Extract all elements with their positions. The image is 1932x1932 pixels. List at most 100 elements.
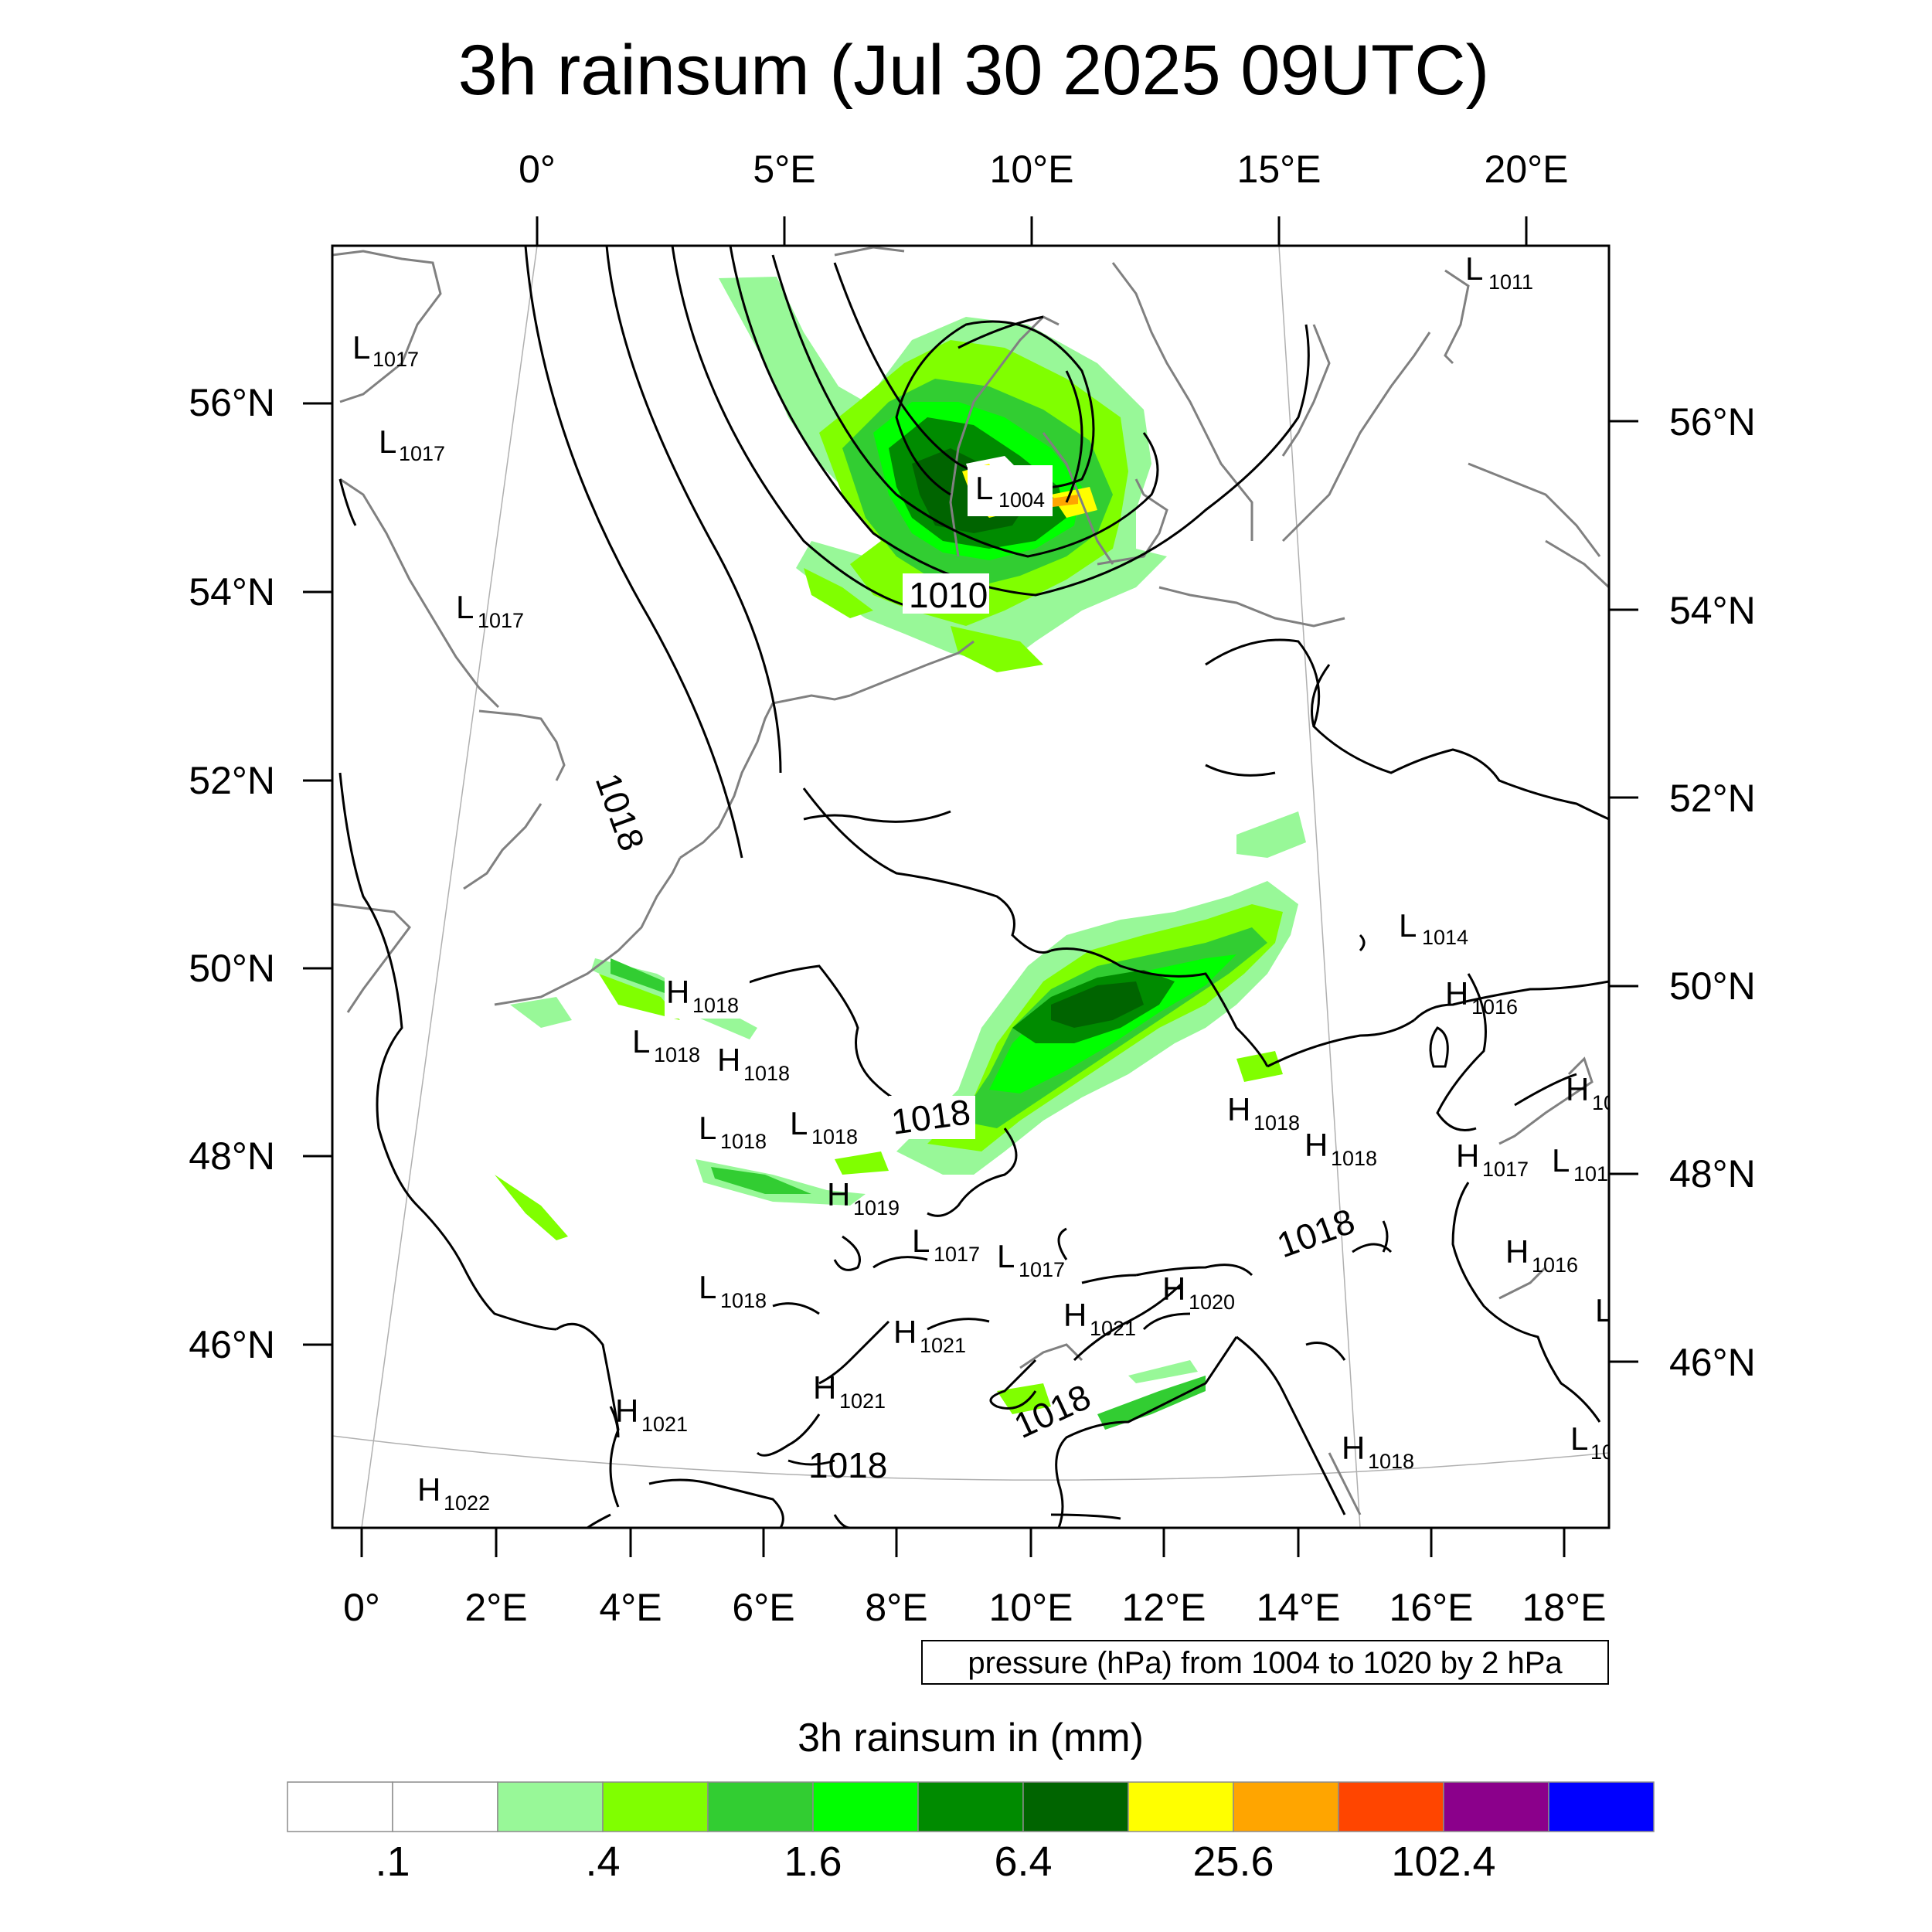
legend-color-box bbox=[602, 1781, 709, 1832]
pressure-center: L 1017 bbox=[456, 589, 524, 632]
pressure-center: H 1019 bbox=[827, 1176, 900, 1219]
pressure-center: H 1018 bbox=[717, 1042, 790, 1085]
isobar-label-box bbox=[903, 573, 989, 614]
top-lon-label: 20°E bbox=[1485, 148, 1569, 191]
bottom-longitude-labels: 0° 2°E 4°E 6°E 8°E 10°E 12°E 14°E 16°E 1… bbox=[343, 1586, 1606, 1629]
pressure-center-value: 1018 bbox=[811, 1125, 858, 1148]
pressure-center-value: 1016 bbox=[1471, 995, 1518, 1019]
isobar-label: 1018 bbox=[1008, 1376, 1097, 1446]
pressure-center-letter: L bbox=[997, 1238, 1015, 1274]
bottom-lon-label: 6°E bbox=[732, 1586, 794, 1629]
pressure-center-letter: H bbox=[893, 1314, 917, 1350]
legend-color-box bbox=[1548, 1781, 1655, 1832]
pressure-center-value: 1016 bbox=[1532, 1253, 1578, 1277]
pressure-center: H 1017 bbox=[1456, 1138, 1529, 1181]
left-lat-label: 50°N bbox=[189, 947, 275, 990]
legend-title: 3h rainsum in (mm) bbox=[798, 1716, 1144, 1760]
left-lat-label: 52°N bbox=[189, 759, 275, 802]
bottom-lon-label: 12°E bbox=[1122, 1586, 1206, 1629]
left-latitude-labels: 56°N 54°N 52°N 50°N 48°N 46°N bbox=[189, 381, 275, 1366]
pressure-center: H 1018 bbox=[1304, 1127, 1377, 1170]
pressure-center-letter: H bbox=[1304, 1127, 1328, 1163]
rain-area bbox=[711, 1167, 811, 1194]
pressure-center: L 1017 bbox=[352, 329, 419, 371]
pressure-center: L 101 bbox=[1552, 1142, 1608, 1185]
pressure-center-letter: H bbox=[417, 1471, 440, 1508]
tick-marks bbox=[303, 216, 1638, 1557]
pressure-center-letter: L bbox=[975, 470, 993, 506]
pressure-center-value: 1014 bbox=[1422, 926, 1468, 949]
bottom-lon-label: 2°E bbox=[464, 1586, 527, 1629]
right-lat-label: 46°N bbox=[1669, 1341, 1756, 1384]
pressure-center-value: 1022 bbox=[444, 1492, 490, 1515]
pressure-center-letter: L bbox=[1570, 1420, 1588, 1457]
legend-tick-label: .1 bbox=[375, 1838, 410, 1885]
legend-color-box bbox=[707, 1781, 814, 1832]
pressure-center-letter: L bbox=[790, 1105, 808, 1141]
pressure-center: L 1017 bbox=[912, 1223, 980, 1266]
bottom-lon-label: 16°E bbox=[1389, 1586, 1474, 1629]
coastlines bbox=[332, 246, 1609, 1515]
pressure-center-letter: H bbox=[1342, 1430, 1365, 1466]
pressure-center-letter: L bbox=[1595, 1292, 1613, 1328]
pressure-center: H 1021 bbox=[615, 1393, 688, 1436]
pressure-center: H 1021 bbox=[813, 1369, 886, 1413]
pressure-center: L 1017 bbox=[379, 423, 445, 465]
pressure-center-letter: H bbox=[813, 1369, 836, 1406]
pressure-center-value: 1018 bbox=[692, 994, 739, 1017]
pressure-center-letter: H bbox=[1162, 1270, 1185, 1307]
pressure-center-letter: H bbox=[827, 1176, 850, 1213]
pressure-center: L 1018 bbox=[632, 1023, 700, 1066]
pressure-center-letter: H bbox=[666, 974, 689, 1010]
pressure-center-value: 1018 bbox=[654, 1043, 700, 1066]
rain-area bbox=[804, 568, 873, 618]
pressure-center: L 10 bbox=[1570, 1420, 1609, 1464]
rain-area bbox=[1236, 1051, 1283, 1082]
top-lon-label: 10°E bbox=[990, 148, 1074, 191]
pressure-center-letter: L bbox=[352, 329, 370, 366]
pressure-center-value: 1018 bbox=[1253, 1111, 1300, 1134]
right-latitude-labels: 56°N 54°N 52°N 50°N 48°N 46°N bbox=[1669, 400, 1756, 1384]
pressure-center-letter: H bbox=[1227, 1091, 1250, 1128]
legend-tick-label: .4 bbox=[585, 1838, 620, 1885]
rain-area bbox=[1051, 981, 1144, 1028]
pressure-center-value: 1021 bbox=[839, 1389, 886, 1413]
bottom-lon-label: 10°E bbox=[989, 1586, 1073, 1629]
pressure-center-value: 1018 bbox=[1368, 1450, 1414, 1473]
rain-area bbox=[599, 974, 680, 1020]
rain-area bbox=[611, 958, 665, 993]
left-lat-label: 54°N bbox=[189, 570, 275, 614]
pressure-center: L 1011 bbox=[1465, 250, 1533, 294]
isobar-label: 1018 bbox=[808, 1445, 887, 1485]
graticule bbox=[332, 246, 1609, 1528]
pressure-center-letter: L bbox=[456, 589, 474, 625]
pressure-center-value: 1020 bbox=[1189, 1291, 1235, 1314]
pressure-center: L bbox=[1595, 1292, 1613, 1328]
top-lon-label: 15°E bbox=[1237, 148, 1321, 191]
right-lat-label: 52°N bbox=[1669, 777, 1756, 820]
pressure-center-value: 1017 bbox=[478, 609, 524, 632]
pressure-center-letter: H bbox=[1445, 975, 1468, 1012]
left-lat-label: 48°N bbox=[189, 1134, 275, 1178]
legend-color-box bbox=[812, 1781, 919, 1832]
pressure-center-value: 1011 bbox=[1488, 270, 1533, 294]
pressure-center: L 1004 bbox=[975, 470, 1045, 512]
legend-color-box bbox=[392, 1781, 498, 1832]
isobar-label: 1018 bbox=[1272, 1201, 1360, 1266]
contour-info-box bbox=[921, 1640, 1609, 1685]
pressure-center-value: 1018 bbox=[1331, 1147, 1377, 1170]
pressure-center: H 1022 bbox=[417, 1471, 490, 1515]
pressure-center-letter: L bbox=[699, 1110, 716, 1146]
isobars bbox=[338, 246, 1609, 1528]
isobar-label: 1010 bbox=[909, 575, 988, 615]
top-lon-label: 5°E bbox=[753, 148, 815, 191]
pressure-center: H 1018 bbox=[1342, 1430, 1414, 1473]
pressure-center-value: 1017 bbox=[934, 1243, 980, 1266]
pressure-center: H 1021 bbox=[893, 1314, 966, 1357]
rain-area bbox=[997, 1383, 1051, 1414]
pressure-center-letter: H bbox=[1456, 1138, 1479, 1174]
pressure-center-value: 1021 bbox=[920, 1334, 966, 1357]
bottom-lon-label: 0° bbox=[343, 1586, 380, 1629]
pressure-center: L 1018 bbox=[699, 1110, 767, 1153]
top-lon-label: 0° bbox=[519, 148, 556, 191]
